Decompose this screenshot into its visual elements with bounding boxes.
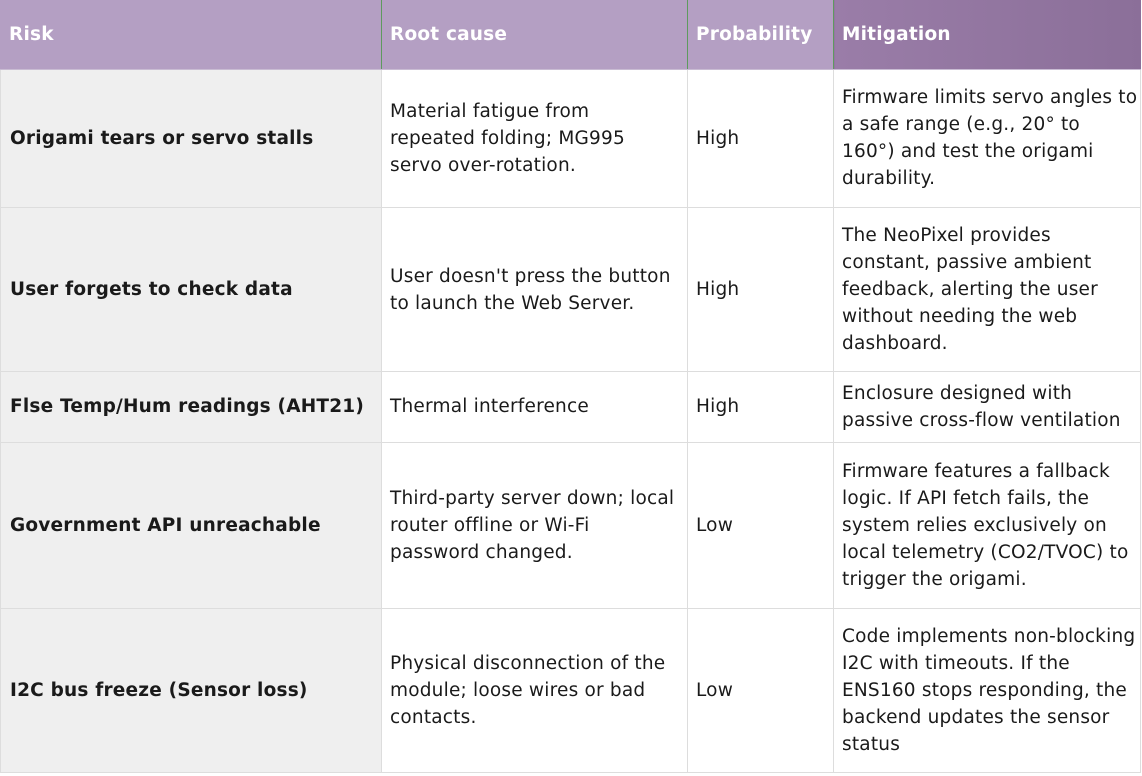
table-body: Origami tears or servo stalls Material f… [0, 69, 1141, 774]
root-cause-cell: Thermal interference [381, 371, 688, 443]
risk-cell: Flse Temp/Hum readings (AHT21) [0, 371, 382, 443]
mitigation-cell: Firmware limits servo angles to a safe r… [833, 69, 1141, 208]
probability-cell: Low [687, 607, 834, 774]
table-row: Flse Temp/Hum readings (AHT21) Thermal i… [0, 371, 1141, 443]
mitigation-cell: Code implements non-blocking I2C with ti… [833, 607, 1141, 774]
root-cause-cell: User doesn't press the button to launch … [381, 206, 688, 373]
table-row: I2C bus freeze (Sensor loss) Physical di… [0, 607, 1141, 774]
risk-cell: I2C bus freeze (Sensor loss) [0, 607, 382, 774]
header-row: Risk Root cause Probability Mitigation [0, 0, 1141, 70]
header-mitigation: Mitigation [833, 0, 1141, 70]
probability-cell: Low [687, 441, 834, 609]
probability-cell: High [687, 69, 834, 208]
table-row: Origami tears or servo stalls Material f… [0, 69, 1141, 208]
root-cause-cell: Physical disconnection of the module; lo… [381, 607, 688, 774]
table-row: Government API unreachable Third-party s… [0, 441, 1141, 609]
root-cause-cell: Material fatigue from repeated folding; … [381, 69, 688, 208]
risk-cell: User forgets to check data [0, 206, 382, 373]
probability-cell: High [687, 206, 834, 373]
header-probability: Probability [687, 0, 834, 70]
root-cause-cell: Third-party server down; local router of… [381, 441, 688, 609]
mitigation-cell: The NeoPixel provides constant, passive … [833, 206, 1141, 373]
risk-cell: Origami tears or servo stalls [0, 69, 382, 208]
mitigation-cell: Enclosure designed with passive cross-fl… [833, 371, 1141, 443]
table-row: User forgets to check data User doesn't … [0, 206, 1141, 373]
probability-cell: High [687, 371, 834, 443]
header-root-cause: Root cause [381, 0, 688, 70]
table-header: Risk Root cause Probability Mitigation [0, 0, 1141, 70]
risk-cell: Government API unreachable [0, 441, 382, 609]
header-risk: Risk [0, 0, 382, 70]
mitigation-cell: Firmware features a fallback logic. If A… [833, 441, 1141, 609]
